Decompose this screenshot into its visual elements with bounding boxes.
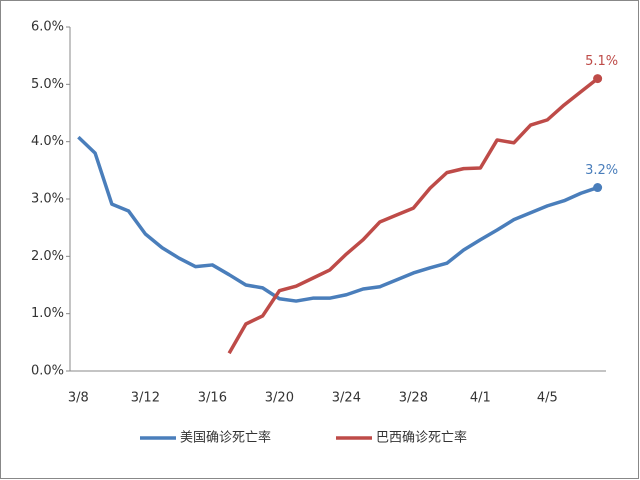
legend-label: 美国确诊死亡率: [180, 430, 271, 446]
x-tick-label: 3/16: [198, 391, 227, 406]
data-label: 5.1%: [585, 54, 618, 69]
x-tick-label: 3/24: [332, 391, 361, 406]
y-tick-label: 2.0%: [31, 249, 64, 264]
x-tick-label: 3/20: [265, 391, 294, 406]
y-tick-label: 4.0%: [31, 134, 64, 149]
end-marker: [593, 74, 603, 84]
x-tick-label: 3/12: [131, 391, 160, 406]
y-tick-label: 6.0%: [31, 20, 64, 35]
x-tick-label: 4/1: [470, 391, 491, 406]
end-marker: [593, 183, 603, 193]
x-tick-label: 3/28: [399, 391, 428, 406]
legend-label: 巴西确诊死亡率: [376, 430, 467, 446]
data-label: 3.2%: [585, 163, 618, 178]
x-tick-label: 3/8: [68, 391, 89, 406]
y-tick-label: 0.0%: [31, 364, 64, 379]
series-line: [227, 77, 599, 355]
y-tick-label: 1.0%: [31, 306, 64, 321]
y-tick-label: 5.0%: [31, 77, 64, 92]
series-line: [77, 135, 599, 303]
y-tick-label: 3.0%: [31, 192, 64, 207]
x-tick-label: 4/5: [537, 391, 558, 406]
